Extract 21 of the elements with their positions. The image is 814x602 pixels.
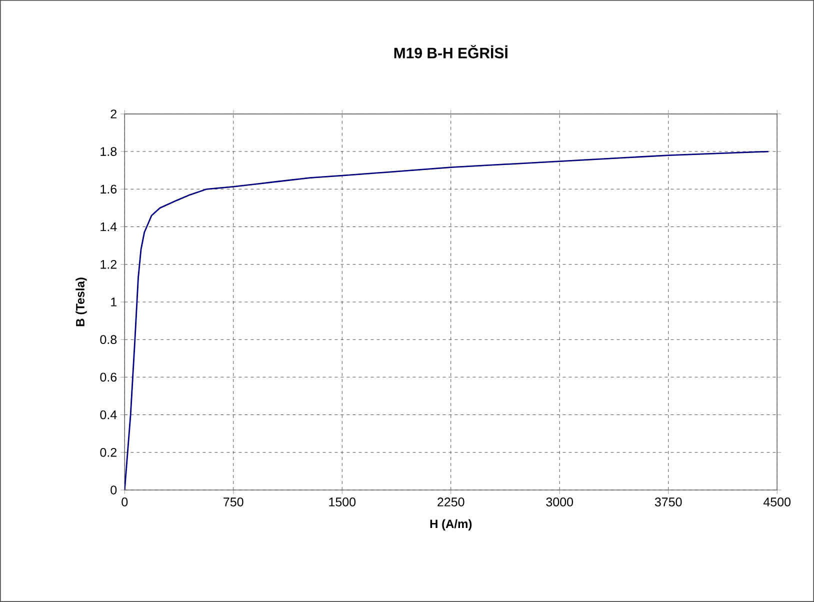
y-tick-label: 0 [110,486,117,494]
y-tick-label: 0.2 [100,448,116,457]
x-axis-title: H (A/m) [430,519,472,530]
y-tick-label: 0.6 [100,372,117,382]
x-tick-label: 750 [224,498,244,506]
chart-title: M19 B-H EĞRİSİ [394,45,508,58]
y-tick-label: 1.8 [100,147,117,156]
x-tick-label: 3000 [546,498,574,506]
y-tick-label: 1.6 [100,184,117,194]
y-tick-label: 1.4 [100,222,117,232]
y-tick-label: 1 [111,298,116,306]
x-tick-label: 2250 [438,498,464,506]
y-axis-title: B (Tesla) [76,278,87,326]
y-tick-label: 1.2 [100,260,116,269]
x-tick-label: 0 [122,498,128,506]
y-tick-label: 0.4 [100,410,117,420]
x-tick-label: 1500 [329,498,356,506]
x-tick-label: 4500 [763,498,791,506]
y-tick-label: 2 [110,110,116,118]
y-tick-label: 0.8 [100,335,117,344]
x-tick-label: 3750 [654,498,682,506]
